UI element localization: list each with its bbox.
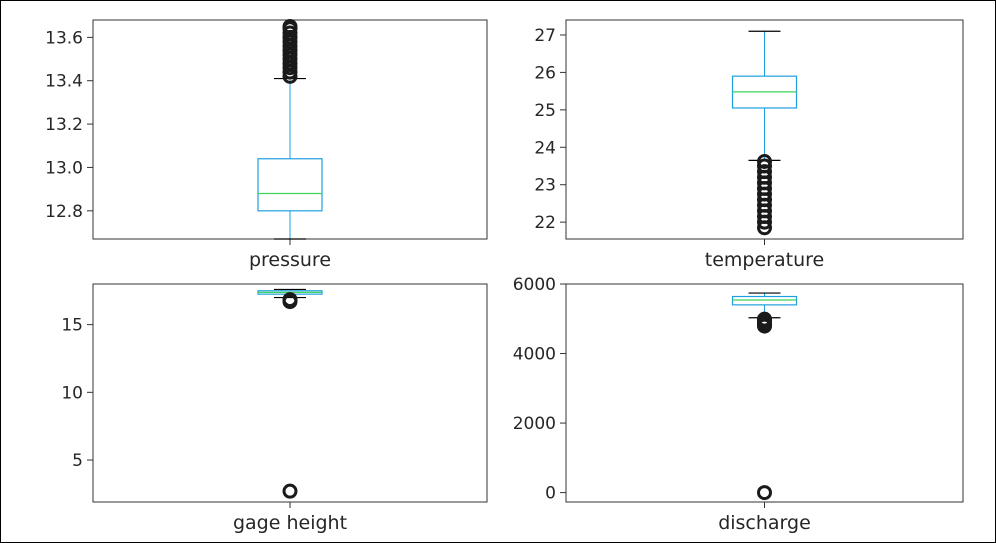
subplot-temperature: 22 23 24 25 26 27 temperature [534,19,964,271]
outlier-point [757,485,772,501]
outlier-point [282,292,298,308]
y-tick-label: 13.6 [45,28,83,48]
iqr-box [731,295,798,306]
outlier-point [757,164,772,180]
y-tick-label: 6000 [513,275,556,295]
y-tick-label: 4000 [513,345,556,365]
outlier-point [282,483,298,499]
axes-frame [92,283,488,503]
y-tick-label: 22 [534,213,556,233]
y-tick-label: 26 [534,63,556,83]
y-tick-label: 13.0 [45,158,83,178]
subplot-gage-height: 5 10 15 gage height [61,283,488,534]
y-tick-label: 5 [72,451,83,471]
subplot-discharge: 0 2000 4000 6000 discharge [513,275,964,534]
y-tick-label: 10 [61,383,83,403]
x-category-label: gage height [233,512,347,534]
x-category-label: pressure [249,249,331,271]
y-tick-label: 25 [534,101,556,121]
x-category-label: temperature [705,249,824,271]
iqr-box [257,158,323,212]
y-tick-label: 15 [61,316,83,336]
y-tick-label: 13.4 [45,72,83,92]
y-tick-label: 0 [545,484,556,504]
y-tick-label: 24 [534,138,556,158]
subplot-pressure: 12.8 13.0 13.2 13.4 13.6 pressure [45,19,488,271]
y-tick-label: 23 [534,176,556,196]
y-tick-label: 13.2 [45,115,83,135]
y-tick-label: 2000 [513,414,556,434]
x-category-label: discharge [718,512,811,534]
outlier-point [757,154,772,170]
y-tick-label: 27 [534,26,556,46]
y-tick-label: 12.8 [45,202,83,222]
outlier-point [282,19,298,35]
outlier-point [757,311,772,327]
